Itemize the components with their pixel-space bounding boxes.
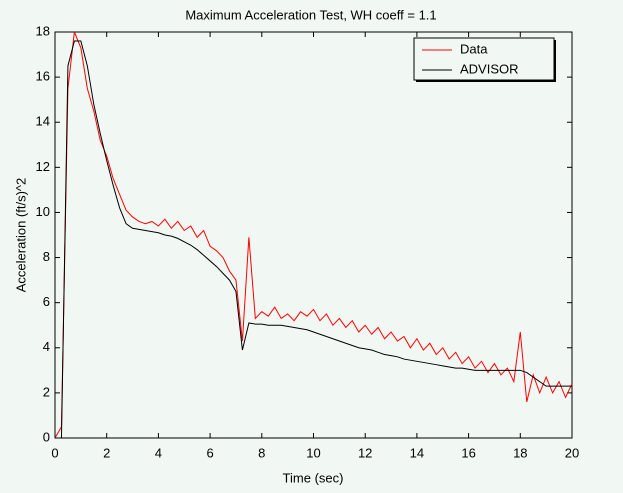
y-tick-label: 4 [43, 339, 50, 354]
x-tick-label: 6 [206, 445, 213, 460]
y-tick-label: 2 [43, 384, 50, 399]
y-tick-label: 6 [43, 294, 50, 309]
chart-title: Maximum Acceleration Test, WH coeff = 1.… [185, 7, 436, 22]
x-axis-label: Time (sec) [283, 470, 344, 485]
legend-label: Data [460, 41, 488, 56]
x-tick-label: 14 [410, 445, 424, 460]
y-tick-label: 8 [43, 249, 50, 264]
x-tick-label: 2 [103, 445, 110, 460]
x-tick-label: 18 [513, 445, 527, 460]
x-tick-label: 12 [358, 445, 372, 460]
y-tick-label: 14 [36, 114, 50, 129]
x-tick-label: 16 [461, 445, 475, 460]
y-tick-label: 0 [43, 429, 50, 444]
x-tick-label: 10 [306, 445, 320, 460]
data-line [54, 31, 573, 439]
y-axis-label: Acceleration (ft/s)^2 [13, 178, 28, 292]
y-tick-label: 16 [36, 69, 50, 84]
x-tick-label: 4 [155, 445, 162, 460]
x-tick-label: 20 [565, 445, 579, 460]
plot-area [54, 31, 573, 439]
y-tick-label: 18 [36, 23, 50, 38]
legend [413, 37, 555, 81]
data-line [55, 40, 572, 439]
legend-label: ADVISOR [460, 61, 519, 76]
y-tick-label: 12 [36, 159, 50, 174]
x-tick-label: 0 [51, 445, 58, 460]
y-tick-label: 10 [36, 204, 50, 219]
x-tick-label: 8 [258, 445, 265, 460]
